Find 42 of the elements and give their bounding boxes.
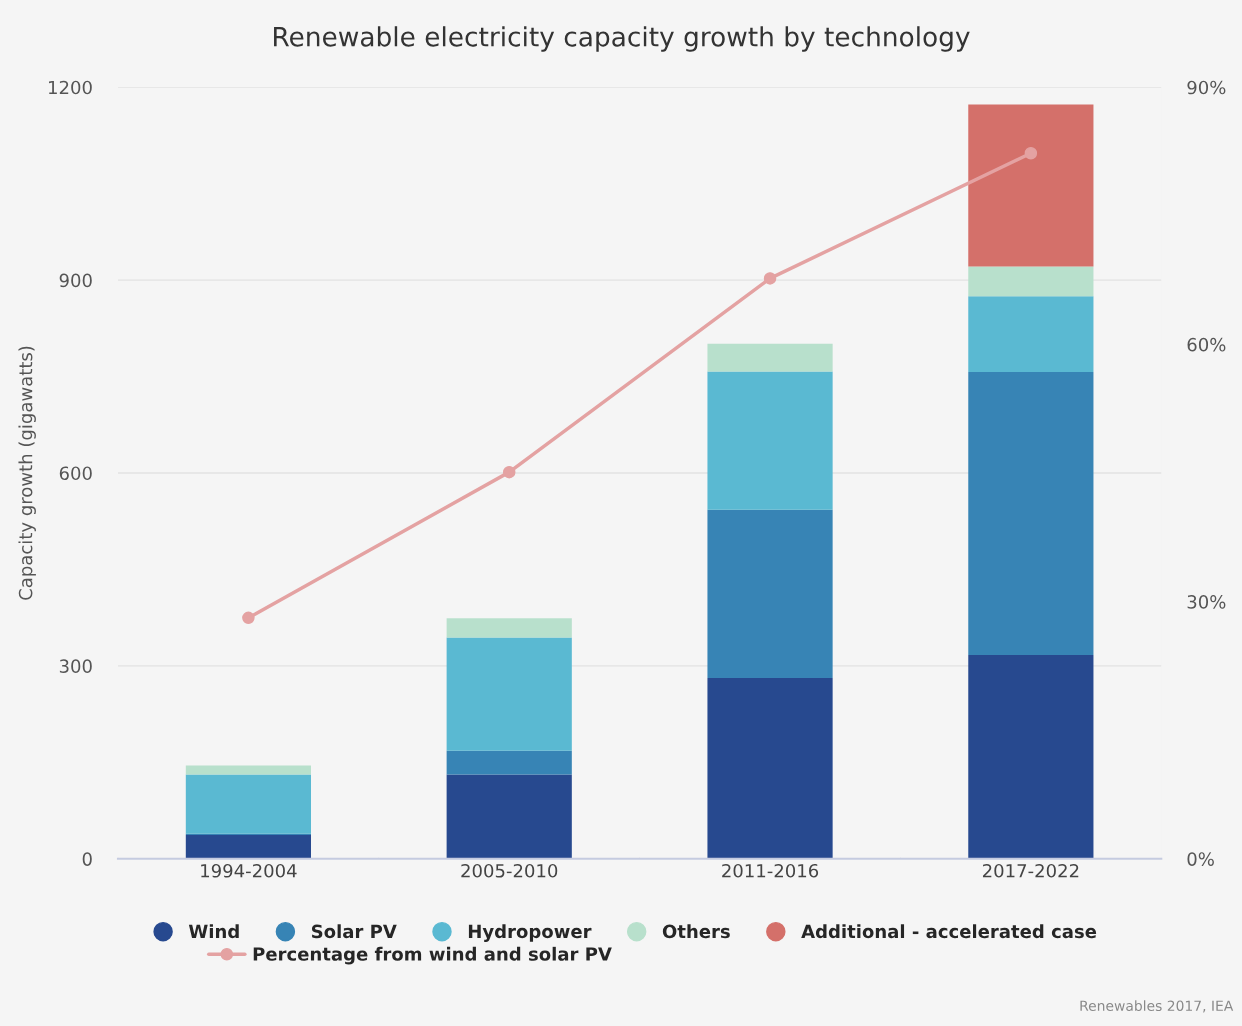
point <box>502 465 516 479</box>
point <box>1024 146 1038 160</box>
legend-label: Others <box>662 924 730 939</box>
point <box>242 611 255 625</box>
legend-label: Solar PV <box>311 924 397 939</box>
legend-label: Hydropower <box>468 924 592 942</box>
bar <box>446 774 572 859</box>
x-tick-label: 2017-2022 <box>982 863 1079 878</box>
y-tick-label: 1200 <box>49 80 92 95</box>
bar <box>707 509 833 679</box>
chart-title: Renewable electricity capacity growth by technology <box>274 26 970 52</box>
y2-tick-label: 30% <box>1187 595 1226 609</box>
y2-tick-label: 60% <box>1187 337 1226 352</box>
bar <box>446 750 572 775</box>
bar <box>707 371 833 510</box>
y-tick-label: 300 <box>59 659 92 673</box>
text: Renewables 2017, IEA <box>1080 1000 1234 1013</box>
bar <box>968 654 1094 859</box>
bar <box>185 765 311 775</box>
bar <box>968 296 1094 373</box>
x-tick-label: 2011-2016 <box>722 863 819 878</box>
bar <box>707 678 833 859</box>
bar <box>707 343 833 372</box>
bar <box>185 774 311 834</box>
x-tick-label: 2005-2010 <box>461 863 558 878</box>
bar <box>968 104 1094 267</box>
point <box>763 272 777 285</box>
legend-label: Wind <box>188 924 239 939</box>
legend-label: Additional - accelerated case <box>801 924 1097 939</box>
y-axis-title: Capacity growth (gigawatts) <box>18 346 36 600</box>
x-tick-label: 1994-2004 <box>201 863 297 878</box>
y-tick-label: 0 <box>82 852 92 866</box>
bar <box>968 266 1094 297</box>
bar <box>446 618 572 638</box>
y2-tick-label: 90% <box>1187 80 1226 95</box>
y-tick-label: 900 <box>59 273 92 288</box>
y2-tick-label: 0% <box>1187 852 1214 866</box>
legend-label: Percentage from wind and solar PV <box>253 946 612 965</box>
bar <box>446 637 572 751</box>
y-tick-label: 600 <box>59 466 92 481</box>
bar <box>185 834 311 859</box>
bar <box>968 372 1094 655</box>
